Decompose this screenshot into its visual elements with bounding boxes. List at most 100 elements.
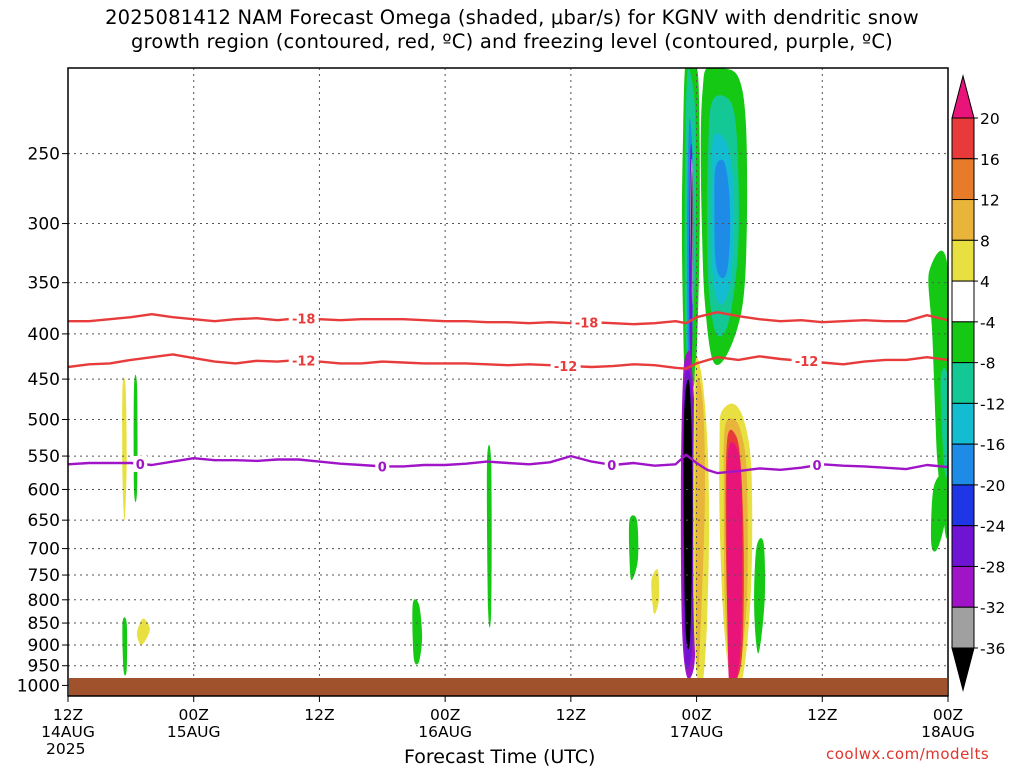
x-tick-label: 00Z [933, 706, 963, 724]
temperature-contours: -18 -18 -12 -12 -12 0 0 0 0 [68, 310, 948, 475]
chart-title: 2025081412 NAM Forecast Omega (shaded, μ… [0, 6, 1024, 54]
omega-region-green-right-low [930, 475, 947, 552]
y-tick-label: 550 [28, 447, 60, 467]
y-tick-label: 950 [28, 657, 60, 677]
contour-label-bg [791, 353, 822, 370]
colorbar-swatch [951, 117, 975, 160]
contour-line--18 [68, 311, 948, 326]
contour-label-bg [288, 310, 319, 327]
contour-label: -12 [795, 355, 819, 370]
x-tick-label: 18AUG [921, 723, 975, 741]
colorbar-label: 8 [980, 232, 990, 250]
omega-region-green-scattered-4 [486, 444, 492, 628]
omega-region-warm-column-orange-inner [695, 377, 706, 671]
contour-label: -12 [554, 360, 578, 375]
omega-region-green-scattered-6 [754, 538, 766, 654]
contour-label: -18 [575, 316, 599, 331]
omega-region-left-black-column-core [683, 379, 693, 650]
contour-label-bg [571, 314, 602, 331]
colorbar-label: -8 [980, 355, 995, 373]
contour-label: 0 [607, 459, 616, 474]
colorbar-label: -16 [980, 436, 1005, 454]
x-tick-label: 12Z [807, 706, 837, 724]
contour-label: -12 [292, 354, 316, 369]
x-tick-label: 2025 [46, 740, 85, 758]
omega-region-upper-blue-col-2 [714, 159, 731, 279]
y-tick-label: 350 [28, 274, 60, 294]
colorbar-label: -36 [980, 640, 1005, 658]
x-tick-label: 12Z [53, 706, 83, 724]
plot-background [68, 68, 948, 696]
colorbar-swatch [951, 525, 975, 567]
colorbar-swatch [951, 74, 975, 119]
y-tick-label: 600 [28, 480, 60, 500]
omega-region-yellow-scattered-2 [136, 618, 150, 645]
y-tick-label: 750 [28, 566, 60, 586]
colorbar-swatch [951, 443, 975, 486]
omega-region-green-scattered-5 [628, 515, 639, 581]
colorbar-swatch [951, 402, 975, 445]
x-axis-title: Forecast Time (UTC) [404, 746, 596, 768]
contour-label-bg [604, 456, 619, 473]
y-tick-label: 900 [28, 636, 60, 656]
x-tick-label: 00Z [179, 706, 209, 724]
y-tick-label: 650 [28, 511, 60, 531]
x-tick-label: 16AUG [418, 723, 472, 741]
colorbar-swatch [951, 239, 975, 282]
colorbar-label: -24 [980, 518, 1005, 536]
grid-lines [68, 68, 948, 696]
omega-region-pink-core-column-magenta [726, 442, 743, 694]
omega-region-green-scattered-3 [412, 599, 423, 665]
colorbar-swatch [951, 647, 975, 692]
y-tick-label: 1000 [17, 676, 60, 696]
x-tick-label: 14AUG [41, 723, 95, 741]
colorbar-swatch [951, 158, 975, 201]
colorbar-swatch [951, 565, 975, 608]
colorbar-swatch [951, 321, 975, 364]
contour-label: -18 [292, 312, 316, 327]
y-tick-label: 300 [28, 215, 60, 235]
omega-region-green-scattered-2 [122, 617, 128, 676]
colorbar-swatch [951, 484, 975, 527]
colorbar-swatch [951, 280, 975, 323]
y-tick-label: 450 [28, 370, 60, 390]
contour-label-bg [550, 357, 581, 374]
contour-label-bg [810, 457, 825, 474]
colorbar-label: 20 [980, 110, 1000, 128]
y-tick-label: 250 [28, 145, 60, 165]
x-tick-label: 00Z [430, 706, 460, 724]
y-tick-label: 400 [28, 325, 60, 345]
contour-label-bg [375, 458, 390, 475]
ground-fill [69, 678, 947, 696]
y-tick-label: 500 [28, 411, 60, 431]
x-tick-label: 12Z [304, 706, 334, 724]
x-tick-label: 17AUG [670, 723, 724, 741]
plot-frame [67, 67, 949, 697]
colorbar-label: -32 [980, 599, 1005, 617]
omega-region-upper-black-col-1 [691, 170, 693, 289]
x-tick-label: 12Z [556, 706, 586, 724]
colorbar-label: -20 [980, 477, 1005, 495]
colorbar-label: -12 [980, 395, 1005, 413]
colorbar-label: 4 [980, 273, 990, 291]
x-tick-label: 15AUG [167, 723, 221, 741]
omega-region-teal-right-edge [940, 368, 948, 478]
ground-layer [69, 678, 947, 696]
y-tick-label: 800 [28, 591, 60, 611]
omega-shading [122, 68, 948, 694]
plot-area [68, 68, 948, 696]
contour-label: 0 [136, 458, 145, 473]
chart-title-line2: growth region (contoured, red, ºC) and f… [131, 30, 893, 53]
colorbar-swatch [951, 199, 975, 241]
colorbar-swatch [951, 362, 975, 404]
y-tick-label: 700 [28, 540, 60, 560]
contour-label: 0 [378, 460, 387, 475]
omega-region-yellow-scattered-1 [122, 377, 127, 521]
colorbar-label: 12 [980, 192, 1000, 210]
axes: 2503003504004505005506006507007508008509… [17, 67, 975, 758]
omega-colorbar: 20 16 12 8 4 -4 -8 -12 -16 -20 -24 -28 -32 -36 [951, 74, 1005, 692]
chart-title-line1: 2025081412 NAM Forecast Omega (shaded, μ… [105, 6, 919, 29]
contour-label-bg [133, 455, 148, 472]
contour-line-0 [68, 453, 948, 475]
